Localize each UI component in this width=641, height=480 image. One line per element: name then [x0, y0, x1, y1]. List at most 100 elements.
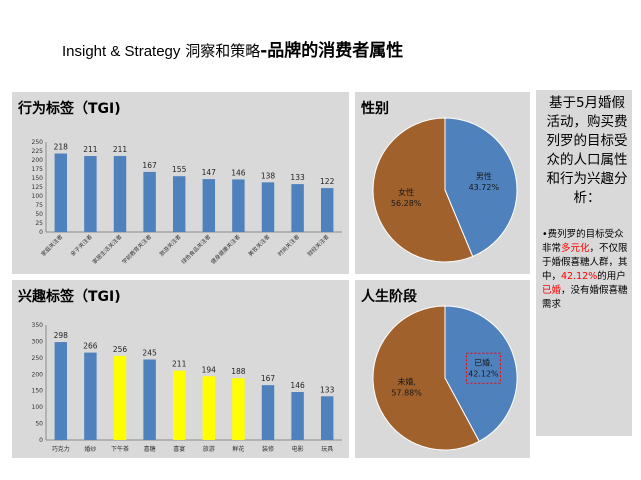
pie-slice	[372, 305, 480, 451]
y-tick-label: 100	[32, 193, 44, 200]
category-label: 喜宴	[173, 445, 185, 453]
y-tick-label: 100	[32, 404, 44, 411]
category-label: 旅游	[203, 445, 215, 453]
y-tick-label: 125	[32, 184, 44, 191]
bar	[172, 370, 186, 440]
pie-slice	[372, 117, 474, 263]
gender-pie-chart: 男性 43.72% 女性 56.28%	[372, 117, 518, 263]
interest-tags-title: 兴趣标签（TGI)	[18, 289, 121, 305]
page-title: Insight & Strategy 洞察和策略-品牌的消费者属性	[62, 36, 403, 61]
y-tick-label: 175	[32, 166, 44, 173]
slice-value-label: 43.72%	[469, 183, 500, 192]
bar	[113, 156, 127, 232]
y-tick-label: 0	[39, 229, 43, 236]
category-label: 装修	[262, 445, 274, 453]
life-stage-pie-chart: 已婚, 42.12% 未婚, 57.88%	[372, 305, 518, 451]
y-tick-label: 50	[35, 421, 43, 428]
gender-title: 性别	[361, 101, 389, 117]
data-label: 245	[142, 349, 157, 358]
pie-slice	[444, 117, 518, 258]
category-label: 健身健康关注者	[209, 232, 242, 265]
category-label: 喜糖	[144, 445, 156, 453]
bar	[320, 188, 334, 232]
bullet-text-part: •费列罗的目标受众非常	[542, 229, 624, 254]
data-label: 122	[320, 177, 335, 186]
interest-tags-chart: 0 50 100 150 200 250 300 350 298 巧克力 266 婚纱 256 下午茶 24…	[32, 322, 342, 453]
data-label: 256	[113, 345, 128, 354]
bar	[291, 392, 304, 440]
y-tick-label: 150	[32, 388, 44, 395]
behavior-tags-title: 行为标签（TGI)	[18, 101, 121, 117]
category-label: 绿色食品关注者	[179, 232, 212, 265]
slice-label: 女性	[398, 187, 414, 197]
insight-bullet-text: •费列罗的目标受众非常多元化，不仅限于婚假喜糖人群，其中，42.12%的用户已婚…	[542, 228, 630, 312]
category-label: 时尚关注者	[276, 232, 301, 257]
gender-panel: 性别 男性 43.72% 女性 56.28%	[355, 92, 530, 274]
bar	[232, 378, 245, 440]
bullet-highlight-diverse: 多元化	[561, 243, 590, 254]
category-label: 美妆关注者	[246, 232, 271, 257]
bar	[54, 342, 68, 440]
bullet-highlight-married: 已婚	[542, 285, 562, 296]
y-tick-label: 75	[35, 202, 43, 209]
data-label: 155	[172, 165, 187, 174]
bar	[84, 352, 97, 440]
y-tick-label: 350	[32, 322, 44, 329]
y-tick-label: 200	[32, 371, 44, 378]
category-label: 电影	[292, 445, 304, 453]
category-label: 巧克力	[52, 445, 70, 453]
bar	[320, 396, 334, 440]
y-tick-label: 25	[35, 220, 43, 227]
category-label: 财经关注者	[306, 232, 331, 257]
data-label: 211	[113, 145, 128, 154]
data-label: 146	[231, 168, 246, 177]
highlight-box	[465, 352, 501, 384]
behavior-tags-chart: 0 25 50 75 100 125 150 175 200 225 250 218 家庭关注者 211 亲…	[32, 139, 342, 266]
y-tick-label: 150	[32, 175, 44, 182]
slice-label: 未婚,	[397, 377, 416, 387]
y-tick-label: 225	[32, 148, 44, 155]
bar	[54, 153, 68, 232]
interest-tags-panel: 兴趣标签（TGI) 0 50 100 150 200 250 300 350 298 巧克力 266…	[12, 280, 349, 458]
slice-label: 男性	[476, 171, 492, 181]
data-label: 218	[54, 143, 69, 152]
bar	[202, 376, 216, 440]
bar	[84, 156, 97, 232]
page-title-en: Insight & Strategy	[62, 43, 181, 60]
bar	[113, 355, 127, 440]
bar	[143, 359, 156, 440]
life-stage-title: 人生阶段	[361, 289, 417, 305]
bar	[232, 179, 245, 232]
slice-value-label: 42.12%	[468, 369, 499, 378]
category-label: 家庭关注者	[39, 232, 64, 257]
bar	[202, 179, 216, 232]
bullet-text-part: ，没有婚假喜糖需求	[542, 285, 628, 310]
slice-value-label: 56.28%	[391, 199, 422, 208]
category-label: 亲子关注者	[69, 232, 94, 257]
life-stage-panel: 人生阶段 已婚, 42.12% 未婚, 57.88%	[355, 280, 530, 458]
y-tick-label: 250	[32, 355, 44, 362]
data-label: 167	[261, 374, 276, 383]
data-label: 133	[320, 385, 335, 394]
page-title-brand: -品牌的消费者属性	[260, 41, 404, 61]
category-label: 学前教育关注者	[120, 232, 153, 265]
data-label: 194	[202, 365, 217, 374]
behavior-tags-panel: 行为标签（TGI) 0 25 50 75 100 125 150 175 200 225 250 21…	[12, 92, 349, 274]
data-label: 211	[172, 360, 187, 369]
bullet-text-part: ，不仅限于婚假喜糖人群，其中，	[542, 243, 628, 282]
y-tick-label: 200	[32, 157, 44, 164]
category-label: 玩具	[321, 446, 333, 453]
y-tick-label: 250	[32, 139, 44, 146]
y-tick-label: 300	[32, 338, 44, 345]
bullet-highlight-percent: 42.12%	[561, 271, 598, 282]
pie-slice	[444, 305, 518, 443]
bullet-text-part: 的用户	[597, 271, 626, 282]
slice-label: 已婚,	[474, 357, 493, 367]
data-label: 298	[54, 331, 69, 340]
insight-lead-text: 基于5月婚假活动，购买费列罗的目标受众的人口属性和行为兴趣分析：	[546, 95, 628, 206]
data-label: 167	[142, 161, 157, 170]
bar	[172, 176, 186, 232]
data-label: 266	[83, 342, 98, 351]
insight-note-panel: 基于5月婚假活动，购买费列罗的目标受众的人口属性和行为兴趣分析： •费列罗的目标…	[536, 90, 632, 436]
category-label: 鲜花	[232, 445, 244, 453]
